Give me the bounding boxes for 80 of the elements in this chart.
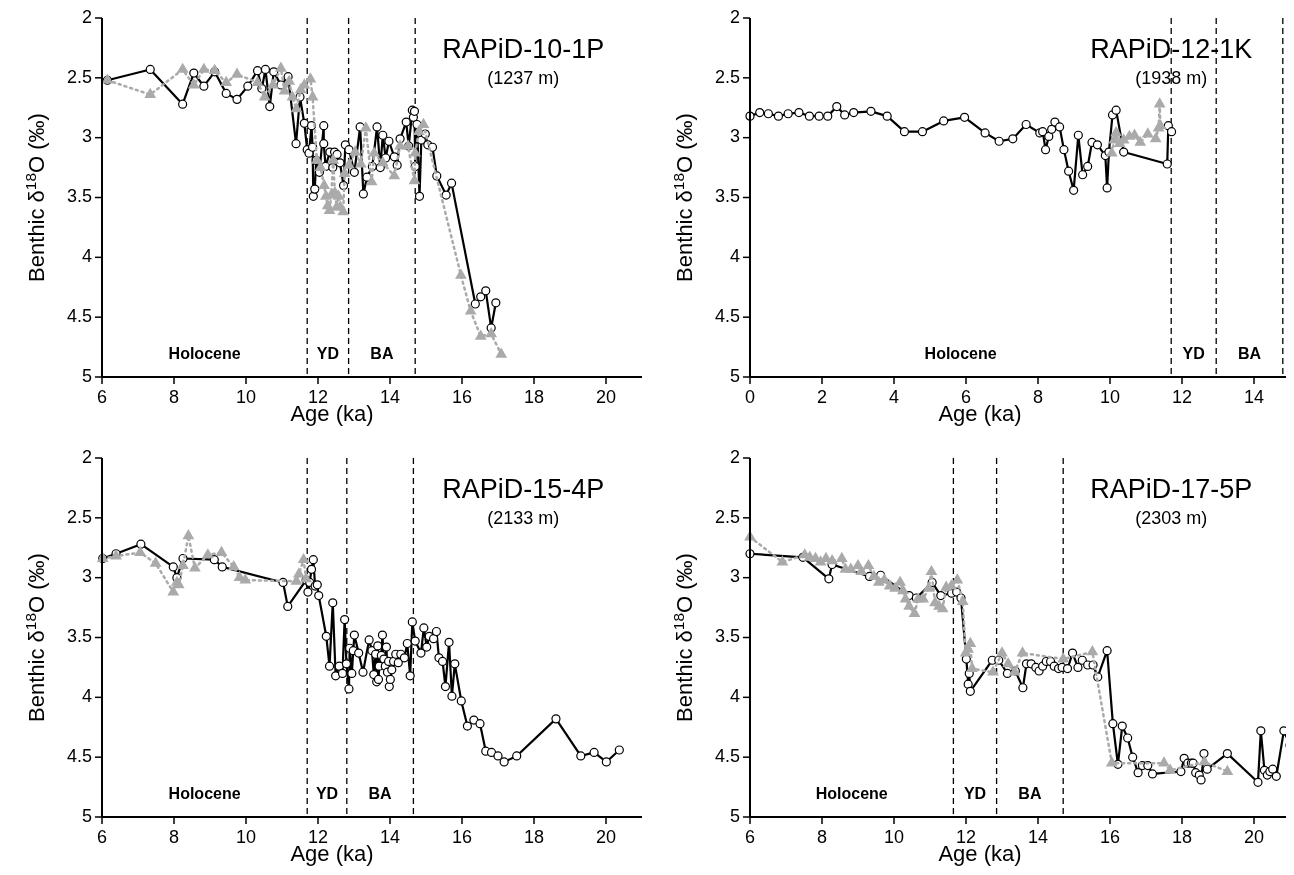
y-tick-label: 5 bbox=[729, 365, 740, 386]
annotation: BA bbox=[1237, 345, 1262, 363]
x-tick-label: 20 bbox=[595, 387, 617, 407]
text: (2133 m) bbox=[487, 508, 560, 528]
x-tick-label: 10 bbox=[235, 827, 257, 847]
y-tick-label: 3 bbox=[729, 566, 740, 587]
y-tick-label: 4.5 bbox=[66, 305, 92, 326]
annotation: YD bbox=[315, 785, 339, 803]
text: RAPiD-17-5P bbox=[1090, 474, 1253, 504]
y-tick-label: 4.5 bbox=[714, 745, 740, 766]
text: (1237 m) bbox=[487, 68, 560, 88]
text: RAPiD-15-4P bbox=[442, 474, 605, 504]
annotation: YD bbox=[963, 785, 987, 803]
text: (1938 m) bbox=[1135, 68, 1208, 88]
y-tick-label: 3 bbox=[81, 126, 92, 147]
y-tick-label: 4.5 bbox=[66, 745, 92, 766]
x-tick-label: 2 bbox=[816, 387, 828, 407]
y-tick-label: 3 bbox=[729, 126, 740, 147]
x-tick-label: 20 bbox=[595, 827, 617, 847]
x-tick-label: 10 bbox=[235, 387, 257, 407]
x-tick-label: 8 bbox=[816, 827, 828, 847]
x-tick-label: 14 bbox=[1243, 387, 1265, 407]
y-tick-label: 2.5 bbox=[714, 66, 740, 87]
y-tick-label: 4 bbox=[81, 686, 92, 707]
y-tick-label: 2.5 bbox=[714, 506, 740, 527]
x-tick-label: 14 bbox=[1027, 827, 1049, 847]
x-tick-label: 12 bbox=[1171, 387, 1193, 407]
annotation: YD bbox=[316, 345, 340, 363]
y-tick-label: 3.5 bbox=[66, 186, 92, 207]
x-tick-label: 12 bbox=[307, 387, 329, 407]
x-tick-label: 14 bbox=[379, 387, 401, 407]
x-tick-label: 20 bbox=[1243, 827, 1265, 847]
y-tick-label: 3 bbox=[81, 566, 92, 587]
x-tick-label: 18 bbox=[523, 827, 545, 847]
y-tick-label: 5 bbox=[729, 805, 740, 826]
x-tick-label: 18 bbox=[1171, 827, 1193, 847]
y-tick-label: 5 bbox=[81, 805, 92, 826]
x-tick-label: 8 bbox=[168, 387, 180, 407]
y-tick-label: 2 bbox=[81, 446, 92, 467]
y-tick-label: 2.5 bbox=[66, 66, 92, 87]
x-tick-label: 16 bbox=[451, 387, 473, 407]
x-tick-label: 6 bbox=[96, 387, 108, 407]
y-tick-label: 2 bbox=[81, 6, 92, 27]
y-tick-label: 4 bbox=[729, 246, 740, 267]
annotation: BA bbox=[370, 345, 394, 363]
annotation: BA bbox=[1018, 785, 1042, 803]
annotation: Holocene bbox=[168, 345, 241, 363]
x-tick-label: 4 bbox=[888, 387, 900, 407]
text: (2303 m) bbox=[1135, 508, 1208, 528]
x-tick-label: 6 bbox=[744, 827, 756, 847]
x-tick-label: 8 bbox=[1032, 387, 1044, 407]
x-tick-label: 14 bbox=[379, 827, 401, 847]
y-tick-label: 4 bbox=[81, 246, 92, 267]
y-tick-label: 4.5 bbox=[714, 305, 740, 326]
x-tick-label: 10 bbox=[883, 827, 905, 847]
x-tick-label: 0 bbox=[744, 387, 756, 407]
x-tick-label: 18 bbox=[523, 387, 545, 407]
x-tick-label: 12 bbox=[955, 827, 977, 847]
y-tick-label: 2 bbox=[729, 446, 740, 467]
x-tick-label: 8 bbox=[168, 827, 180, 847]
text: RAPiD-10-1P bbox=[442, 34, 605, 64]
y-tick-label: 5 bbox=[81, 365, 92, 386]
text: RAPiD-12-1K bbox=[1090, 34, 1253, 64]
x-tick-label: 12 bbox=[307, 827, 329, 847]
x-tick-label: 10 bbox=[1099, 387, 1121, 407]
annotation: YD bbox=[1182, 345, 1205, 363]
y-tick-label: 3.5 bbox=[714, 186, 740, 207]
y-tick-label: 3.5 bbox=[66, 626, 92, 647]
y-tick-label: 4 bbox=[729, 686, 740, 707]
x-tick-label: 6 bbox=[96, 827, 108, 847]
x-tick-label: 16 bbox=[451, 827, 473, 847]
x-tick-label: 6 bbox=[960, 387, 972, 407]
y-tick-label: 3.5 bbox=[714, 626, 740, 647]
annotation: BA bbox=[368, 785, 393, 803]
annotation: Holocene bbox=[168, 785, 241, 803]
annotation: Holocene bbox=[924, 345, 997, 363]
annotation: Holocene bbox=[815, 785, 888, 803]
y-tick-label: 2 bbox=[729, 6, 740, 27]
y-tick-label: 2.5 bbox=[66, 506, 92, 527]
x-tick-label: 16 bbox=[1099, 827, 1121, 847]
